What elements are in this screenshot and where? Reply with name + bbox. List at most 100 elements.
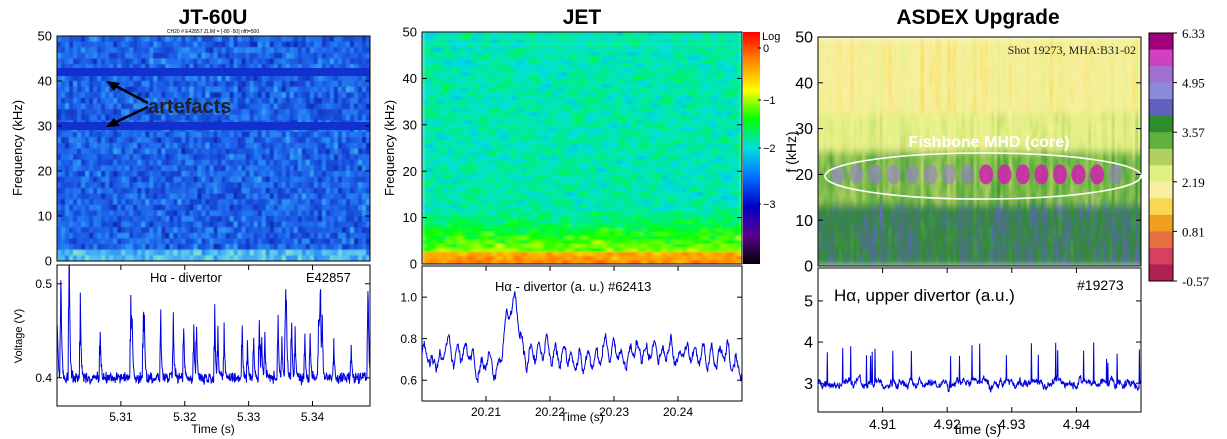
jt60u-spectrogram-cell (357, 47, 363, 54)
jet-spectrogram-cell (477, 52, 483, 57)
jet-spectrogram-cell (622, 88, 628, 93)
jt60u-spectrogram-cell (237, 36, 243, 43)
jt60u-spectrogram-cell (97, 154, 102, 161)
jt60u-spectrogram-cell (273, 47, 279, 54)
jet-spectrogram-cell (657, 140, 663, 145)
jet-spectrogram-cell (497, 48, 503, 53)
jet-spectrogram-cell (442, 92, 448, 97)
jet-spectrogram-cell (727, 76, 733, 81)
jt60u-spectrogram-cell (245, 182, 251, 189)
jt60u-spectrogram-cell (329, 165, 335, 172)
jt60u-spectrogram-cell (217, 103, 223, 110)
jt60u-spectrogram-cell (101, 75, 106, 82)
jt60u-spectrogram-cell (293, 64, 299, 71)
jt60u-spectrogram-cell (149, 244, 154, 251)
jet-spectrogram (422, 32, 742, 264)
jet-spectrogram-cell (707, 76, 713, 81)
jt60u-spectrogram-cell (221, 64, 227, 71)
jet-spectrogram-cell (547, 48, 553, 53)
jt60u-spectrogram-cell (261, 103, 267, 110)
jt60u-spectrogram-cell (245, 216, 251, 223)
jet-spectrogram-cell (517, 116, 523, 121)
jet-spectrogram-cell (657, 100, 663, 105)
jt60u-spectrogram-cell (305, 221, 311, 228)
jet-spectrogram-cell (612, 140, 618, 145)
jet-spectrogram-cell (527, 128, 533, 133)
jt60u-spectrogram-cell (269, 238, 275, 245)
jet-spectrogram-cell (487, 108, 493, 113)
jt60u-spectrogram-cell (337, 255, 343, 261)
jt60u-spectrogram-cell (145, 154, 150, 161)
jet-spectrogram-cell (457, 120, 463, 125)
jt60u-spectrogram-cell (213, 193, 219, 200)
jt60u-spectrogram-cell (165, 154, 170, 161)
jt60u-spectrogram-cell (209, 36, 215, 43)
jt60u-spectrogram-cell (217, 255, 223, 261)
jet-spectrogram-cell (487, 32, 493, 37)
jet-spectrogram-cell (482, 48, 488, 53)
jt60u-spectrogram-cell (129, 199, 134, 206)
jet-spectrogram-cell (697, 120, 703, 125)
jt60u-spectrogram-cell (177, 109, 182, 116)
jet-spectrogram-cell (672, 140, 678, 145)
jt60u-spectrogram-cell (201, 249, 207, 256)
jet-spectrogram-cell (617, 64, 623, 69)
jt60u-spectrogram-cell (105, 244, 110, 251)
jt60u-spectrogram-cell (149, 97, 154, 105)
jet-spectrogram-cell (712, 76, 718, 81)
jet-spectrogram-cell (437, 144, 443, 149)
jt60u-spectrogram-cell (93, 221, 98, 228)
jt60u-spectrogram-cell (77, 204, 82, 211)
jt60u-spectrogram-cell (169, 244, 174, 251)
jet-spectrogram-cell (432, 44, 438, 49)
jet-spectrogram-cell (692, 120, 698, 125)
jt60u-spectrogram-cell (233, 199, 239, 206)
jet-spectrogram-cell (542, 32, 548, 37)
jet-spectrogram-cell (662, 48, 668, 53)
jt60u-spectrogram-cell (209, 204, 215, 211)
jet-spectrogram-cell (477, 36, 483, 41)
jt60u-spectrogram-cell (353, 227, 359, 234)
jt60u-spectrogram-cell (81, 52, 86, 60)
jt60u-spectrogram-cell (289, 103, 295, 110)
jet-spectrogram-cell (732, 44, 738, 49)
jt60u-spectrogram-cell (221, 114, 227, 121)
jet-spectrogram-cell (577, 112, 583, 117)
jet-spectrogram-cell (607, 80, 613, 85)
jet-spectrogram-cell (457, 76, 463, 81)
jet-spectrogram-cell (467, 32, 473, 37)
jt60u-spectrogram-cell (173, 97, 178, 105)
jt60u-spectrogram-cell (333, 244, 339, 251)
jt60u-spectrogram-cell (85, 64, 90, 71)
jt60u-spectrogram-cell (353, 165, 359, 172)
jt60u-spectrogram-cell (285, 47, 291, 54)
jt60u-spectrogram-cell (277, 255, 283, 261)
jet-spectrogram-cell (432, 76, 438, 81)
jt60u-spectrogram-cell (165, 109, 170, 116)
jet-spectrogram-cell (457, 132, 463, 137)
jt60u-spectrogram-cell (173, 47, 178, 54)
jt60u-spectrogram-cell (237, 182, 243, 189)
jt60u-spectrogram-cell (193, 171, 199, 178)
jet-spectrogram-cell (482, 56, 488, 61)
jt60u-spectrogram-cell (117, 92, 122, 99)
jet-spectrogram-cell (672, 44, 678, 49)
jt60u-spectrogram-cell (85, 41, 90, 48)
jt60u-spectrogram-cell (109, 142, 114, 150)
jt60u-spectrogram-cell (261, 255, 267, 261)
jt60u-spectrogram-cell (177, 64, 182, 71)
jt60u-spectrogram-cell (317, 148, 323, 155)
jet-spectrogram-cell (632, 56, 638, 61)
jt60u-spectrogram-cell (57, 137, 62, 144)
jt60u-spectrogram-cell (329, 159, 335, 166)
jt60u-spectrogram-cell (109, 232, 114, 240)
jet-spectrogram-cell (682, 84, 688, 89)
jet-spectrogram-cell (657, 64, 663, 69)
jt60u-spectrogram-cell (129, 171, 134, 178)
jt60u-spectrogram-cell (213, 159, 219, 166)
jt60u-spectrogram-cell (153, 92, 158, 99)
jt60u-spectrogram-cell (277, 154, 283, 161)
jt60u-spectrogram-cell (109, 238, 114, 245)
jt60u-spectrogram-cell (169, 52, 174, 60)
